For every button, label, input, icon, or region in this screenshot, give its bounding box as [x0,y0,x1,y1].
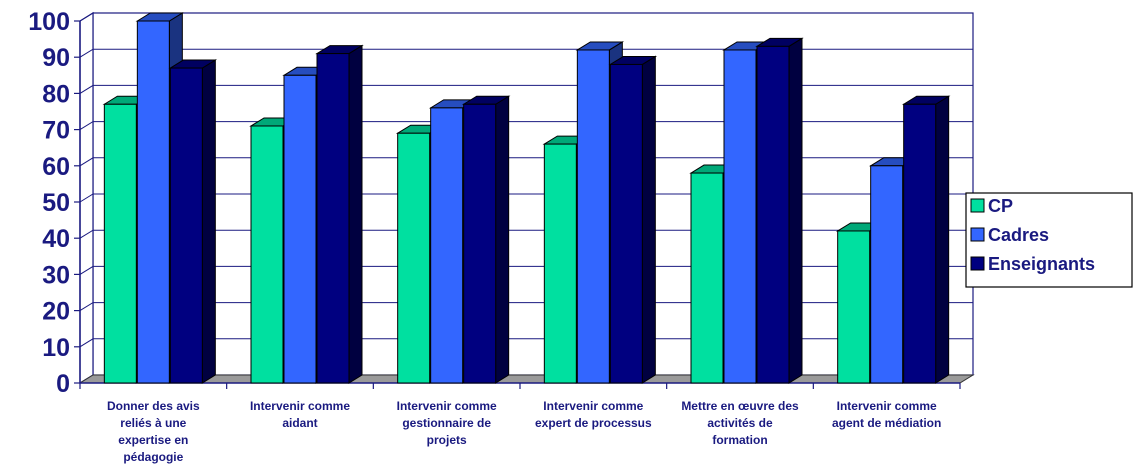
legend-label: CP [988,196,1013,216]
bar-front [463,103,497,384]
y-tick-label: 0 [56,370,70,398]
bar-side [495,95,510,384]
bar-front [609,63,643,384]
y-tick-label: 60 [42,153,70,181]
bar-front [136,20,170,384]
bar-front [690,172,724,384]
gridline [79,12,973,22]
gridline [79,265,973,275]
bar-front [543,143,577,384]
y-tick-label: 80 [42,80,70,108]
x-axis-categories: Donner des avis reliés à une expertise en p… [107,399,941,464]
legend-label: Cadres [988,225,1049,245]
y-axis-ticks: 0 10 20 30 40 50 60 70 80 90 100 [28,8,81,398]
y-tick-label: 10 [42,334,70,362]
bar [461,95,511,384]
bar [608,55,658,384]
bar-side [641,55,656,384]
bar-front [169,67,203,384]
gridline [79,121,973,131]
bar-front [397,132,431,384]
legend: CP Cadres Enseignants [965,192,1133,288]
y-tick-label: 100 [28,8,70,36]
bar-front [756,45,790,384]
y-tick-label: 50 [42,189,70,217]
legend-box [965,192,1133,288]
x-category-label: Intervenir comme aidant [250,399,350,430]
bar [168,59,218,384]
gridline [79,157,973,167]
bar-front [316,53,350,384]
bar-side [788,37,803,384]
bar-side [348,44,363,384]
y-tick-label: 20 [42,298,70,326]
bar-front [576,49,610,384]
gridline [79,338,973,348]
gridline [79,48,973,58]
bar [315,44,364,384]
bars [102,12,951,384]
bar-front [903,103,937,384]
legend-label: Enseignants [988,254,1095,274]
gridline [79,193,973,203]
gridline [79,84,973,94]
bar [755,37,804,384]
bar-side [935,95,950,384]
legend-swatch [970,198,985,213]
gridline [79,302,973,312]
x-category-label: Intervenir comme agent de médiation [832,399,941,430]
y-tick-label: 70 [42,117,70,145]
x-category-label: Mettre en œuvre des activités de formation [681,399,799,447]
legend-swatch [970,227,985,242]
bar [901,95,951,384]
x-category-label: Intervenir comme gestionnaire de projets [397,399,497,447]
x-category-label: Intervenir comme expert de processus [535,399,652,430]
bar-front [837,230,871,384]
bar-side [201,59,216,384]
bar-front [430,107,464,384]
y-tick-label: 40 [42,225,70,253]
gridlines [79,12,973,348]
x-category-label: Donner des avis reliés à une expertise en p… [107,399,200,464]
bar-front [723,49,757,384]
y-tick-label: 90 [42,44,70,72]
bar-front [103,103,137,384]
legend-swatch [970,256,985,271]
bar-front [870,165,904,384]
bar-front [283,74,317,384]
gridline [79,229,973,239]
bar-front [250,125,284,384]
y-tick-label: 30 [42,261,70,289]
